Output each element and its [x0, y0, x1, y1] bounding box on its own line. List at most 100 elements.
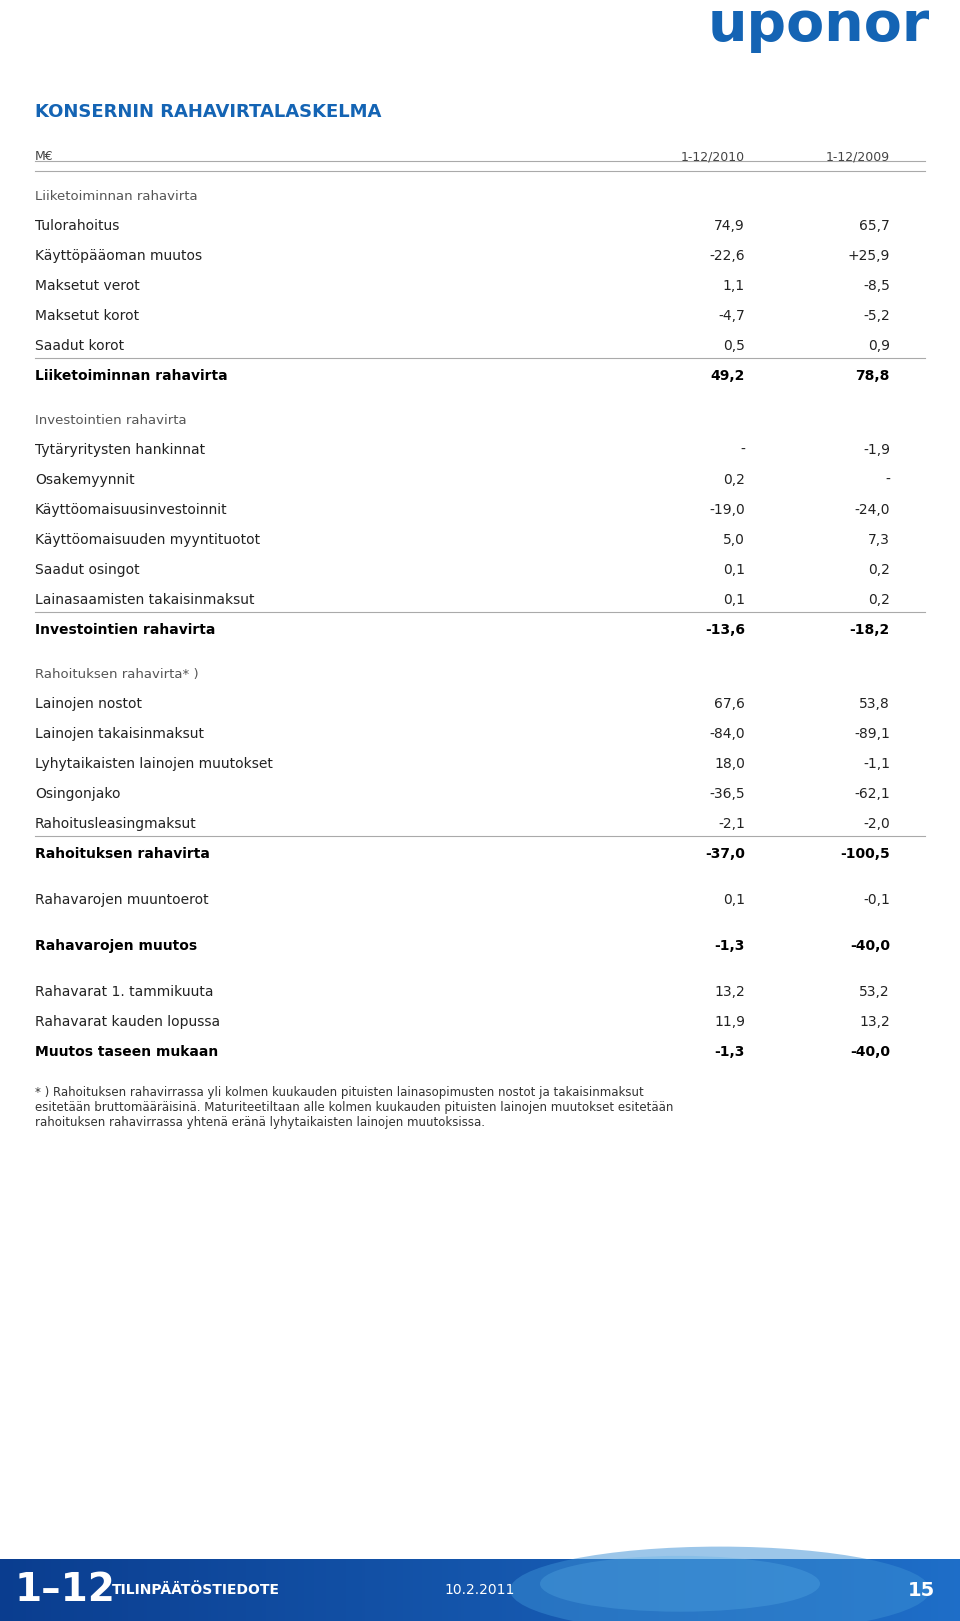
Bar — [854, 1559, 858, 1621]
Bar — [816, 1559, 820, 1621]
Bar — [448, 1559, 452, 1621]
Bar — [55, 1559, 59, 1621]
Bar — [612, 1559, 615, 1621]
Bar — [579, 1559, 584, 1621]
Bar — [442, 1559, 445, 1621]
Text: 18,0: 18,0 — [714, 757, 745, 772]
Text: -1,3: -1,3 — [714, 1046, 745, 1059]
Bar — [425, 1559, 430, 1621]
Bar — [51, 1559, 56, 1621]
Bar — [458, 1559, 462, 1621]
Bar — [509, 1559, 513, 1621]
Bar — [224, 1559, 228, 1621]
Bar — [784, 1559, 788, 1621]
Text: Lainasaamisten takaisinmaksut: Lainasaamisten takaisinmaksut — [35, 593, 254, 606]
Bar — [905, 1559, 910, 1621]
Bar — [86, 1559, 90, 1621]
Bar — [617, 1559, 622, 1621]
Bar — [106, 1559, 109, 1621]
Bar — [333, 1559, 337, 1621]
Bar — [780, 1559, 785, 1621]
Bar — [586, 1559, 589, 1621]
Bar — [723, 1559, 728, 1621]
Bar — [531, 1559, 536, 1621]
Bar — [19, 1559, 23, 1621]
Bar — [32, 1559, 36, 1621]
Bar — [631, 1559, 635, 1621]
Bar — [928, 1559, 932, 1621]
Text: 7,3: 7,3 — [868, 533, 890, 546]
Bar — [912, 1559, 916, 1621]
Bar — [525, 1559, 529, 1621]
Text: Rahavarojen muuntoerot: Rahavarojen muuntoerot — [35, 893, 208, 908]
Bar — [240, 1559, 244, 1621]
Bar — [230, 1559, 234, 1621]
Bar — [557, 1559, 561, 1621]
Bar — [118, 1559, 123, 1621]
Bar — [708, 1559, 711, 1621]
Bar — [228, 1559, 231, 1621]
Text: Käyttöomaisuusinvestoinnit: Käyttöomaisuusinvestoinnit — [35, 503, 228, 517]
Bar — [640, 1559, 644, 1621]
Bar — [403, 1559, 407, 1621]
Bar — [298, 1559, 301, 1621]
Text: -22,6: -22,6 — [709, 250, 745, 263]
Bar — [58, 1559, 61, 1621]
Bar — [823, 1559, 827, 1621]
Bar — [276, 1559, 279, 1621]
Bar — [787, 1559, 791, 1621]
Bar — [871, 1559, 875, 1621]
Bar — [544, 1559, 548, 1621]
Bar — [614, 1559, 618, 1621]
Text: 13,2: 13,2 — [859, 1015, 890, 1029]
Bar — [202, 1559, 205, 1621]
Bar — [112, 1559, 116, 1621]
Bar — [768, 1559, 772, 1621]
Bar — [756, 1559, 759, 1621]
Bar — [804, 1559, 807, 1621]
Bar — [166, 1559, 171, 1621]
Bar — [857, 1559, 862, 1621]
Bar — [324, 1559, 327, 1621]
Text: 15: 15 — [908, 1580, 935, 1600]
Bar — [420, 1559, 423, 1621]
Bar — [919, 1559, 923, 1621]
Bar — [528, 1559, 532, 1621]
Text: 10.2.2011: 10.2.2011 — [444, 1584, 516, 1597]
Bar — [60, 1559, 65, 1621]
Bar — [669, 1559, 673, 1621]
Text: Rahavarat kauden lopussa: Rahavarat kauden lopussa — [35, 1015, 220, 1029]
Bar — [516, 1559, 519, 1621]
Bar — [742, 1559, 747, 1621]
Bar — [307, 1559, 311, 1621]
Bar — [765, 1559, 769, 1621]
Text: 1–12: 1–12 — [15, 1571, 116, 1610]
Text: Investointien rahavirta: Investointien rahavirta — [35, 622, 215, 637]
Bar — [285, 1559, 289, 1621]
Text: 0,2: 0,2 — [868, 562, 890, 577]
Bar — [890, 1559, 894, 1621]
Bar — [269, 1559, 273, 1621]
Bar — [883, 1559, 887, 1621]
Text: Rahavarat 1. tammikuuta: Rahavarat 1. tammikuuta — [35, 986, 213, 999]
Bar — [634, 1559, 637, 1621]
Bar — [665, 1559, 670, 1621]
Bar — [0, 1559, 4, 1621]
Text: 53,8: 53,8 — [859, 697, 890, 712]
Bar — [304, 1559, 308, 1621]
Bar — [944, 1559, 948, 1621]
Bar — [842, 1559, 846, 1621]
Bar — [880, 1559, 884, 1621]
Text: -13,6: -13,6 — [705, 622, 745, 637]
Bar — [122, 1559, 126, 1621]
Bar — [583, 1559, 587, 1621]
Bar — [128, 1559, 132, 1621]
Bar — [288, 1559, 292, 1621]
Bar — [915, 1559, 920, 1621]
Bar — [266, 1559, 270, 1621]
Text: Lainojen nostot: Lainojen nostot — [35, 697, 142, 712]
Bar — [259, 1559, 263, 1621]
Bar — [29, 1559, 33, 1621]
Bar — [163, 1559, 167, 1621]
Text: KONSERNIN RAHAVIRTALASKELMA: KONSERNIN RAHAVIRTALASKELMA — [35, 104, 381, 122]
